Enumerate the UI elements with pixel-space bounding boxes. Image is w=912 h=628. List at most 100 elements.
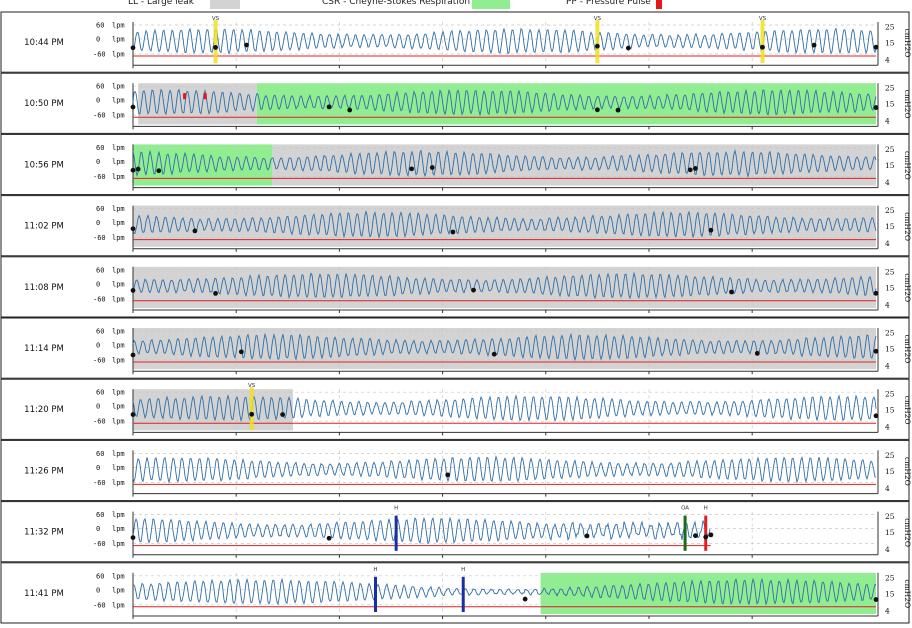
legend-pp-label: PP - Pressure Pulse <box>566 0 651 7</box>
row-frame <box>0 501 910 563</box>
vs-event-marker <box>249 387 254 431</box>
event-label: OA <box>681 506 689 512</box>
right-tick-label: 4 <box>885 545 890 554</box>
right-tick-label: 15 <box>885 345 895 354</box>
left-unit-label: lpm <box>112 205 125 213</box>
breath-marker-dot <box>409 166 415 172</box>
left-unit-label: lpm <box>112 357 125 365</box>
left-tick-label: 0 <box>96 36 100 44</box>
breath-marker-dot <box>708 532 714 538</box>
left-tick-label: 0 <box>96 342 100 350</box>
left-tick-label: -60 <box>93 601 106 609</box>
flow-waveform <box>132 577 877 606</box>
row-time-label: 11:26 PM <box>24 466 64 476</box>
breath-marker-dot <box>873 348 879 354</box>
row-time-label: 11:20 PM <box>24 405 64 415</box>
left-unit-label: lpm <box>112 342 125 350</box>
left-unit-label: lpm <box>112 586 125 594</box>
right-unit-label: cmH2O <box>903 29 912 58</box>
right-tick-label: 25 <box>885 390 895 399</box>
breath-marker-dot <box>754 350 760 356</box>
breath-marker-dot <box>249 411 255 417</box>
breath-marker-dot <box>693 533 698 539</box>
breath-marker-dot <box>594 107 600 113</box>
breath-marker-dot <box>347 107 353 113</box>
breath-marker-dot <box>429 165 435 170</box>
event-marker <box>704 515 708 551</box>
flow-waveform <box>133 27 877 55</box>
left-tick-label: -60 <box>93 234 106 242</box>
left-tick-label: -60 <box>93 51 106 59</box>
row-time-label: 10:50 PM <box>24 99 64 109</box>
left-tick-label: -60 <box>93 357 106 365</box>
left-unit-label: lpm <box>112 479 125 487</box>
left-tick-label: 60 <box>96 328 104 336</box>
pressure-pulse-marker <box>203 93 207 100</box>
left-tick-label: 0 <box>96 280 100 288</box>
breath-marker-dot <box>687 167 693 173</box>
left-unit-label: lpm <box>112 450 125 458</box>
event-marker <box>394 515 398 551</box>
breath-marker-dot <box>130 412 136 417</box>
row-time-label: 11:08 PM <box>24 283 64 293</box>
left-tick-label: 60 <box>96 266 104 274</box>
breath-marker-dot <box>130 535 136 541</box>
right-unit-label: cmH2O <box>903 151 912 180</box>
row-time-label: 11:14 PM <box>24 344 64 354</box>
left-tick-label: 60 <box>96 144 104 152</box>
breath-marker-dot <box>594 43 600 49</box>
left-tick-label: 60 <box>96 83 104 91</box>
breath-marker-dot <box>873 44 879 50</box>
flow-waveform <box>132 455 877 484</box>
right-tick-label: 4 <box>885 239 890 248</box>
left-tick-label: -60 <box>93 418 106 426</box>
event-label: VS <box>594 16 602 22</box>
vs-event-marker <box>760 20 765 64</box>
chart-row: 11:14 PM 60 lpm 0 lpm -60 lpm 25 15 4 cmH2O <box>0 317 912 379</box>
left-tick-label: 60 <box>96 22 104 30</box>
csr-region <box>133 144 273 186</box>
breath-marker-dot <box>729 289 734 295</box>
breath-marker-dot <box>130 226 136 232</box>
legend-csr-swatch <box>472 0 510 9</box>
left-unit-label: lpm <box>112 219 125 227</box>
left-tick-label: 0 <box>96 464 100 472</box>
left-unit-label: lpm <box>112 572 125 580</box>
left-unit-label: lpm <box>112 51 125 59</box>
left-unit-label: lpm <box>112 601 125 609</box>
left-unit-label: lpm <box>112 173 125 181</box>
row-time-label: 11:41 PM <box>24 589 64 599</box>
left-tick-label: 0 <box>96 525 100 533</box>
right-tick-label: 25 <box>885 573 895 582</box>
right-unit-label: cmH2O <box>903 212 912 241</box>
left-tick-label: -60 <box>93 112 106 120</box>
left-tick-label: 60 <box>96 205 104 213</box>
breath-marker-dot <box>130 104 136 110</box>
left-tick-label: -60 <box>93 295 106 303</box>
vs-event-marker <box>213 20 218 64</box>
flow-waveform <box>132 332 877 362</box>
left-unit-label: lpm <box>112 540 125 548</box>
legend-pp-swatch <box>656 0 662 9</box>
left-tick-label: 0 <box>96 403 100 411</box>
left-tick-label: 60 <box>96 450 104 458</box>
event-label: VS <box>212 16 220 22</box>
left-tick-label: 0 <box>96 586 100 594</box>
breath-marker-dot <box>238 349 244 355</box>
breath-marker-dot <box>873 597 879 602</box>
event-label: VS <box>248 383 256 389</box>
left-tick-label: 60 <box>96 572 104 580</box>
left-unit-label: lpm <box>112 389 125 397</box>
row-time-label: 11:32 PM <box>24 528 64 538</box>
left-unit-label: lpm <box>112 280 125 288</box>
left-unit-label: lpm <box>112 22 125 30</box>
pressure-pulse-marker <box>183 93 187 100</box>
right-tick-label: 25 <box>885 267 895 276</box>
breath-marker-dot <box>280 412 286 417</box>
flow-waveform <box>132 209 877 239</box>
breath-marker-dot <box>244 42 249 48</box>
chart-row: 11:02 PM 60 lpm 0 lpm -60 lpm 25 15 4 cmH2O <box>0 195 912 257</box>
right-unit-label: cmH2O <box>903 457 912 486</box>
left-unit-label: lpm <box>112 158 125 166</box>
left-unit-label: lpm <box>112 234 125 242</box>
